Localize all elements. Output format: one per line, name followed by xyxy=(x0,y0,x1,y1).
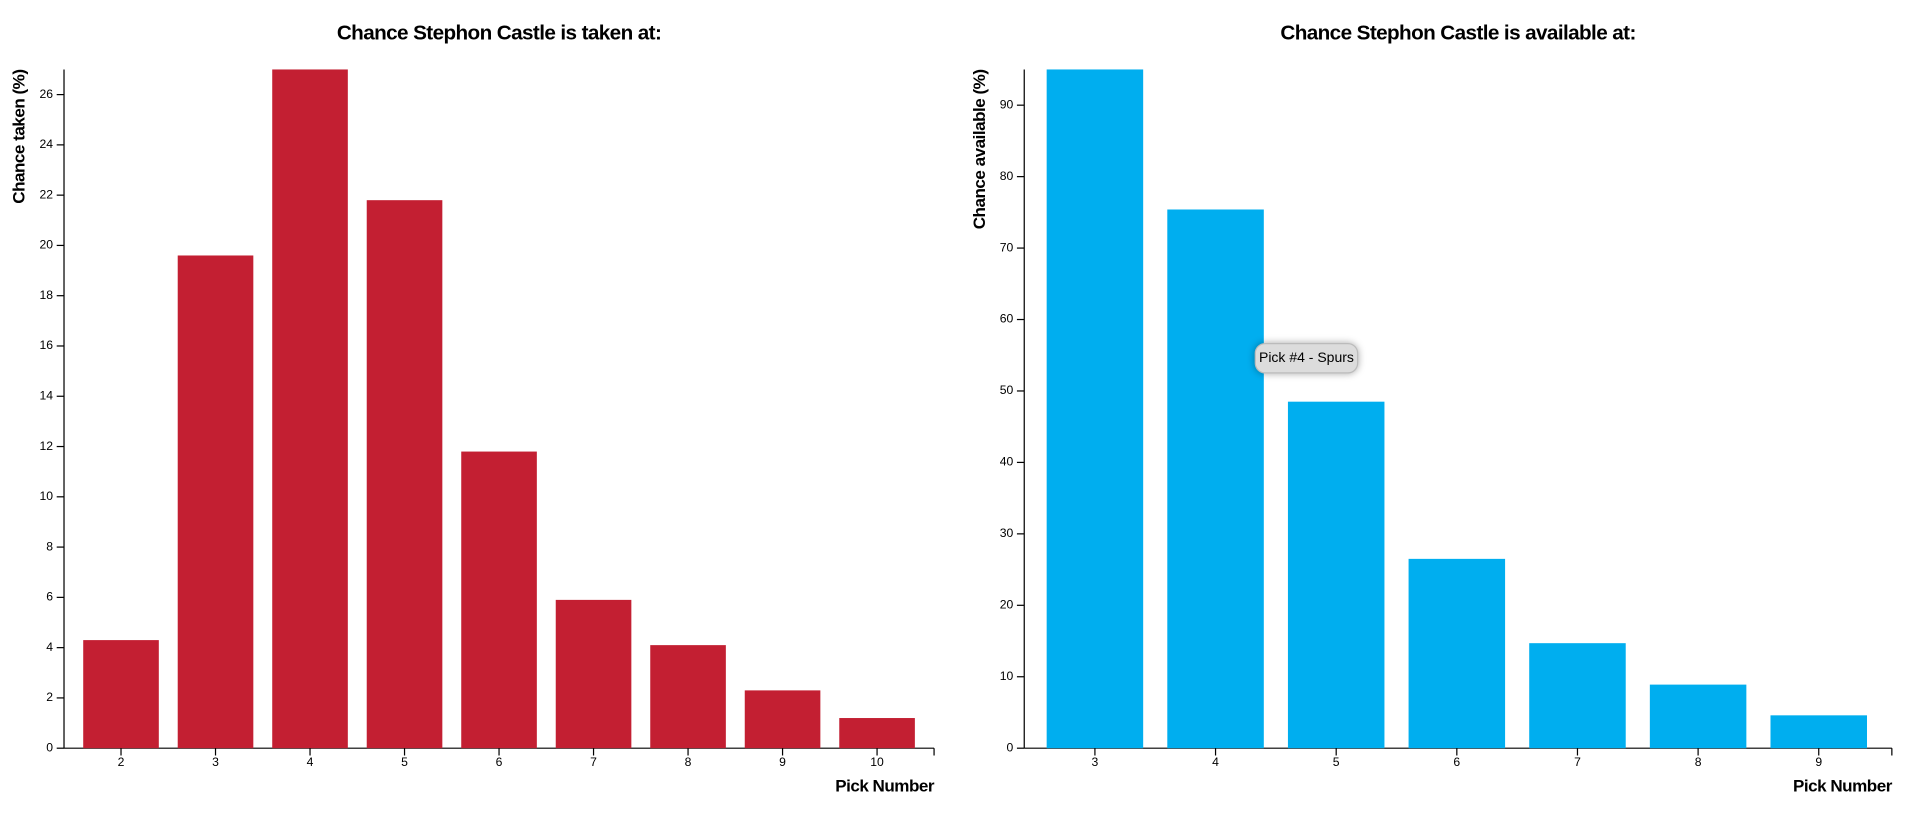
tooltip-box xyxy=(1254,343,1359,374)
tooltip: Pick #4 - Spurs xyxy=(1254,343,1359,374)
x-tick-label: 7 xyxy=(1574,755,1581,769)
bar xyxy=(83,640,159,749)
y-tick-label: 30 xyxy=(1000,526,1014,540)
y-tick-label: 50 xyxy=(1000,383,1014,397)
bar xyxy=(1408,558,1506,749)
bar xyxy=(461,451,537,749)
x-tick-label: 8 xyxy=(685,755,692,769)
bar xyxy=(1167,209,1264,749)
y-tick-label: 10 xyxy=(1000,669,1014,683)
x-axis-label: Pick Number xyxy=(835,777,935,796)
y-tick-label: 6 xyxy=(46,590,53,604)
y-tick-label: 0 xyxy=(46,740,53,754)
bar xyxy=(1529,643,1626,749)
x-tick-label: 4 xyxy=(1212,755,1219,769)
y-tick-label: 60 xyxy=(1000,312,1014,326)
x-tick-label: 10 xyxy=(870,755,884,769)
y-tick-label: 26 xyxy=(39,87,53,101)
x-tick-label: 9 xyxy=(779,755,786,769)
x-axis-label: Pick Number xyxy=(1793,777,1893,796)
bar xyxy=(272,69,348,749)
x-tick-label: 5 xyxy=(1333,755,1340,769)
x-tick-label: 2 xyxy=(118,755,125,769)
y-tick-label: 22 xyxy=(39,187,53,201)
y-tick-label: 40 xyxy=(1000,455,1014,469)
y-tick-label: 70 xyxy=(1000,240,1014,254)
y-tick-label: 4 xyxy=(46,640,53,654)
tooltip-text: Pick #4 - Spurs xyxy=(1259,349,1354,365)
chart-title: Chance Stephon Castle is available at: xyxy=(1280,22,1635,45)
x-tick-label: 8 xyxy=(1695,755,1702,769)
y-tick-label: 16 xyxy=(39,338,53,352)
x-tick-label: 4 xyxy=(307,755,314,769)
y-tick-label: 20 xyxy=(1000,598,1014,612)
bar xyxy=(744,690,821,749)
x-tick-label: 3 xyxy=(212,755,219,769)
y-axis-label: Chance taken (%) xyxy=(10,69,29,203)
x-tick-label: 9 xyxy=(1815,755,1822,769)
bar xyxy=(1770,715,1867,749)
bar xyxy=(1287,401,1385,749)
y-tick-label: 80 xyxy=(1000,169,1014,183)
y-tick-label: 12 xyxy=(39,439,53,453)
y-tick-label: 20 xyxy=(39,238,53,252)
chart: Chance Stephon Castle is available at: Ch… xyxy=(970,22,1893,796)
bar xyxy=(650,645,726,749)
y-tick-label: 2 xyxy=(46,690,53,704)
y-tick-label: 10 xyxy=(39,489,53,503)
y-tick-label: 18 xyxy=(39,288,53,302)
x-tick-label: 3 xyxy=(1092,755,1099,769)
x-tick-label: 7 xyxy=(590,755,597,769)
x-tick-label: 6 xyxy=(1453,755,1460,769)
y-axis-label: Chance available (%) xyxy=(970,69,989,229)
chart: Chance Stephon Castle is taken at: Chance… xyxy=(10,22,936,796)
bar xyxy=(177,255,254,749)
bar xyxy=(555,599,632,749)
y-tick-label: 90 xyxy=(1000,97,1014,111)
bar xyxy=(839,718,915,749)
x-tick-label: 5 xyxy=(401,755,408,769)
bar xyxy=(366,200,443,749)
y-tick-label: 14 xyxy=(39,388,53,402)
bar xyxy=(1046,69,1144,749)
bar xyxy=(1649,684,1747,749)
y-tick-label: 8 xyxy=(46,539,53,553)
y-tick-label: 24 xyxy=(39,137,53,151)
x-tick-label: 6 xyxy=(496,755,503,769)
chart-title: Chance Stephon Castle is taken at: xyxy=(337,22,661,45)
y-tick-label: 0 xyxy=(1006,740,1013,754)
